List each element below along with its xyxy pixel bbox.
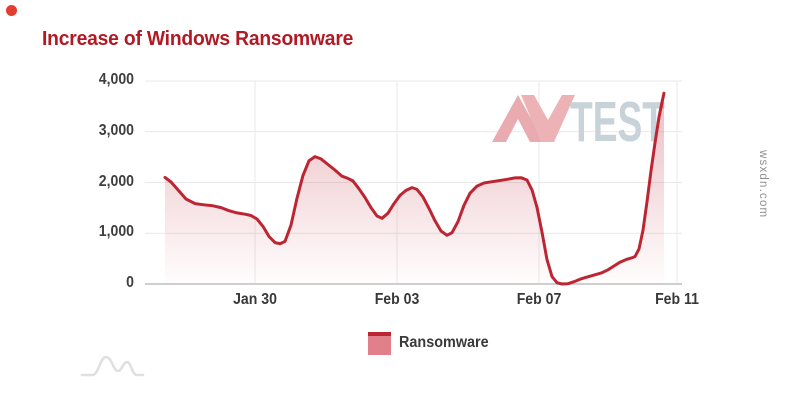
watermark-letter-v <box>521 95 575 142</box>
y-tick-label: 2,000 <box>98 172 134 190</box>
x-tick-label: Feb 03 <box>374 291 420 308</box>
legend-swatch <box>368 332 391 355</box>
x-tick-label: Jan 30 <box>233 291 277 308</box>
avtest-watermark: TEST <box>492 90 665 154</box>
side-watermark-text: wsxdn.com <box>757 150 769 219</box>
ransomware-line <box>163 91 666 286</box>
record-dot-icon <box>6 5 17 16</box>
y-tick-label: 0 <box>126 274 134 291</box>
watermark-letter-a <box>492 95 544 142</box>
y-tick-label: 3,000 <box>98 121 134 139</box>
x-tick-label: Feb 07 <box>516 291 562 308</box>
watermark-test-text: TEST <box>570 90 665 154</box>
y-tick-label: 4,000 <box>98 71 134 88</box>
y-tick-label: 1,000 <box>98 223 134 241</box>
page-title: Increase of Windows Ransomware <box>42 27 354 50</box>
series-layer <box>163 91 666 286</box>
legend-label: Ransomware <box>399 334 489 351</box>
mini-area-chart-icon <box>80 355 145 377</box>
x-tick-label: Feb 11 <box>655 291 699 308</box>
